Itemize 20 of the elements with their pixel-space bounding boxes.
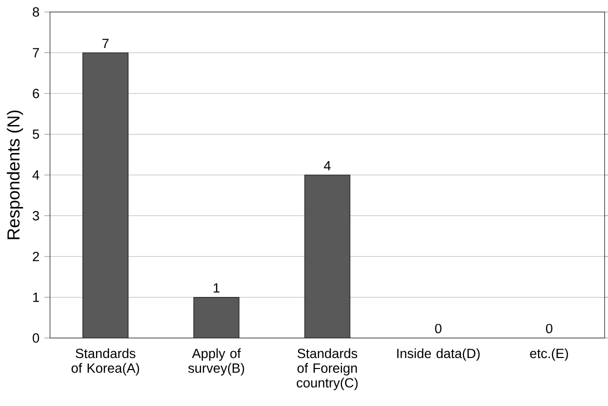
x-tick-label: Apply of survey(B) [188,348,244,376]
y-tick-label: 4 [32,170,40,180]
y-tick-label: 5 [32,130,40,139]
x-tick-label: Standards of Korea(A) [72,348,140,376]
data-label: 0 [435,324,442,334]
y-axis-title: Respondents (N) [6,110,24,240]
data-label: 4 [324,161,331,170]
y-tick-label: 0 [32,333,40,343]
y-tick-label: 7 [32,48,39,58]
data-label: 0 [546,324,552,334]
y-tick-label: 3 [32,211,40,220]
y-tick-label: 6 [32,88,40,98]
y-tick-label: 1 [33,292,39,302]
x-tick-label: Standards of Foreign country(C) [296,348,358,390]
y-tick-label: 8 [32,7,40,17]
data-label: 7 [102,38,109,48]
x-tick-label: etc.(E) [530,348,568,361]
data-label: 1 [214,283,220,293]
y-tick-label: 2 [32,252,39,262]
x-tick-label: Inside data(D) [397,348,480,361]
